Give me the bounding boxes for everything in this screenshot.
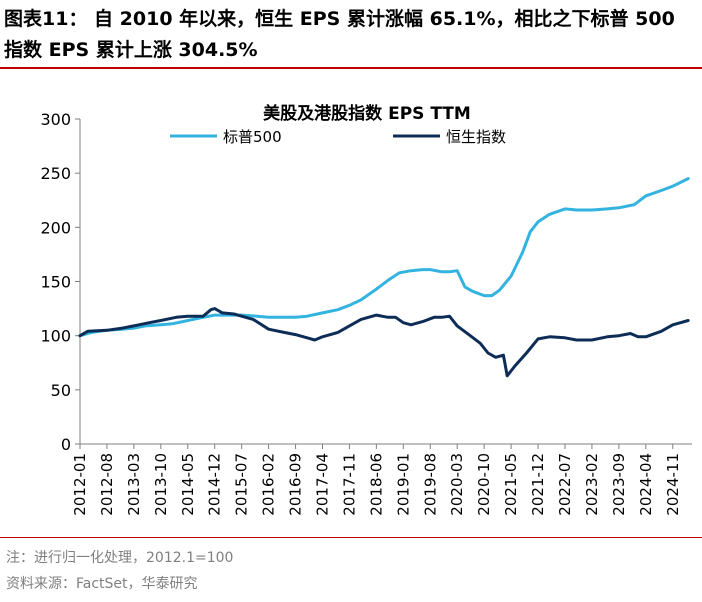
x-axis: 2012-01 2012-08 2013-03 2013-10 2014-05 2014-… [71, 443, 692, 516]
y-tick-label: 150 [40, 273, 71, 292]
series-line-sp500 [78, 177, 690, 338]
series-line-hsi [78, 307, 690, 378]
x-tick-label: 2016-09 [287, 453, 305, 516]
eps-line-chart: 美股及港股指数 EPS TTM 标普500 恒生指数 0 50 100 150 200 2… [40, 103, 692, 516]
x-tick-label: 2012-08 [98, 453, 116, 516]
x-tick-label: 2021-05 [502, 453, 520, 516]
x-tick-label: 2012-01 [71, 453, 89, 516]
x-tick-label: 2021-12 [529, 453, 547, 516]
y-tick-label: 250 [40, 164, 71, 183]
x-tick-label: 2020-10 [475, 453, 493, 516]
series-lines [78, 177, 690, 378]
y-tick-label: 100 [40, 327, 71, 346]
x-tick-label: 2022-07 [556, 453, 574, 516]
x-tick-label: 2020-03 [448, 453, 466, 516]
y-tick-label: 0 [61, 435, 71, 454]
x-tick-label: 2024-11 [664, 453, 682, 516]
source-note: 资料来源：FactSet，华泰研究 [6, 576, 198, 592]
y-axis: 0 50 100 150 200 250 300 [40, 110, 81, 454]
chart-title: 美股及港股指数 EPS TTM [263, 103, 471, 124]
x-tick-label: 2014-05 [179, 453, 197, 516]
legend-label-sp500: 标普500 [223, 128, 282, 146]
footnote: 注：进行归一化处理，2012.1=100 [6, 550, 234, 566]
y-tick-label: 200 [40, 218, 71, 237]
x-tick-label: 2015-07 [233, 453, 251, 516]
legend-label-hsi: 恒生指数 [446, 128, 506, 146]
x-tick-label: 2023-09 [610, 453, 628, 516]
x-tick-label: 2017-04 [313, 453, 331, 516]
x-tick-label: 2014-12 [206, 453, 224, 516]
x-tick-label: 2013-03 [125, 453, 143, 516]
figure-title: 图表11： 自 2010 年以来，恒生 EPS 累计涨幅 65.1%，相比之下标… [4, 8, 675, 61]
x-tick-label: 2019-01 [394, 453, 412, 516]
y-tick-label: 300 [40, 110, 71, 129]
x-tick-label: 2019-08 [421, 453, 439, 516]
x-tick-label: 2013-10 [152, 453, 170, 516]
x-tick-label: 2024-04 [637, 453, 655, 516]
legend: 标普500 恒生指数 [170, 128, 506, 146]
x-tick-label: 2023-02 [583, 453, 601, 516]
title-rule [0, 67, 702, 69]
bottom-rule [0, 537, 702, 538]
y-tick-label: 50 [51, 381, 71, 400]
x-tick-label: 2017-11 [340, 453, 358, 516]
x-tick-label: 2016-02 [260, 453, 278, 516]
x-tick-label: 2018-06 [367, 453, 385, 516]
